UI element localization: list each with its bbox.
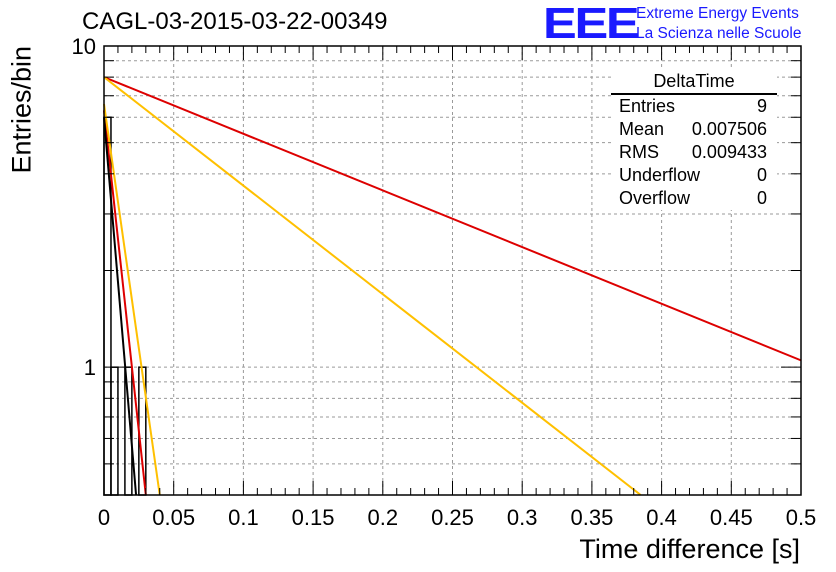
- stats-row: Underflow 0: [611, 164, 777, 187]
- stats-box: DeltaTime Entries 9 Mean 0.007506 RMS 0.009…: [611, 70, 777, 210]
- stats-label: Overflow: [619, 188, 691, 208]
- x-tick-label: 0.35: [570, 505, 613, 530]
- stats-label: Mean: [619, 119, 665, 139]
- x-tick-label: 0.1: [228, 505, 259, 530]
- logo-line-2: La Scienza nelle Scuole: [636, 25, 802, 42]
- fit-line: [103, 103, 161, 496]
- stats-label: Entries: [619, 96, 676, 116]
- logo-line-1: Extreme Energy Events: [636, 5, 799, 22]
- stats-value: 0.007506: [691, 119, 767, 139]
- stats-value: 0: [756, 188, 767, 208]
- stats-label: Underflow: [619, 165, 701, 185]
- x-tick-label: 0.3: [507, 505, 538, 530]
- x-tick-label: 0.5: [786, 505, 817, 530]
- stats-row: Overflow 0: [611, 187, 777, 210]
- fit-lines: [103, 76, 802, 496]
- x-tick-label: 0.15: [292, 505, 335, 530]
- x-tick-label: 0.45: [710, 505, 753, 530]
- x-tick-label: 0.25: [431, 505, 474, 530]
- stats-value: 0: [756, 165, 767, 185]
- histogram-bin: [110, 366, 119, 496]
- x-tick-label: 0: [98, 505, 110, 530]
- fit-line: [103, 117, 138, 496]
- stats-row: Mean 0.007506: [611, 118, 777, 141]
- stats-value: 0.009433: [691, 142, 767, 162]
- y-tick-label: 10: [72, 34, 96, 59]
- stats-title: DeltaTime: [611, 70, 777, 95]
- stats-label: RMS: [619, 142, 659, 162]
- stats-row: Entries 9: [611, 95, 777, 118]
- y-tick-label: 1: [84, 355, 96, 380]
- x-tick-labels: 0 0.05 0.1 0.15 0.2 0.25 0.3 0.35 0.4 0.45 0.5: [98, 505, 816, 530]
- y-axis-label: Entries/bin: [6, 45, 37, 174]
- logo-caption: Extreme Energy Events La Scienza nelle S…: [636, 4, 801, 44]
- fit-line: [103, 76, 802, 362]
- stats-value: 9: [756, 96, 767, 116]
- plot-frame: [103, 45, 802, 496]
- y-tick-labels: 1 10: [72, 34, 96, 380]
- x-tick-label: 0.05: [152, 505, 195, 530]
- grid: [104, 46, 801, 495]
- x-axis-label: Time difference [s]: [579, 534, 800, 564]
- x-tick-label: 0.4: [646, 505, 677, 530]
- fit-line: [103, 76, 642, 496]
- axes: [103, 45, 802, 496]
- fit-line: [103, 110, 147, 496]
- eee-logo: EEE: [543, 0, 640, 48]
- stats-row: RMS 0.009433: [611, 141, 777, 164]
- chart-title: CAGL-03-2015-03-22-00349: [82, 8, 388, 35]
- x-tick-label: 0.2: [368, 505, 399, 530]
